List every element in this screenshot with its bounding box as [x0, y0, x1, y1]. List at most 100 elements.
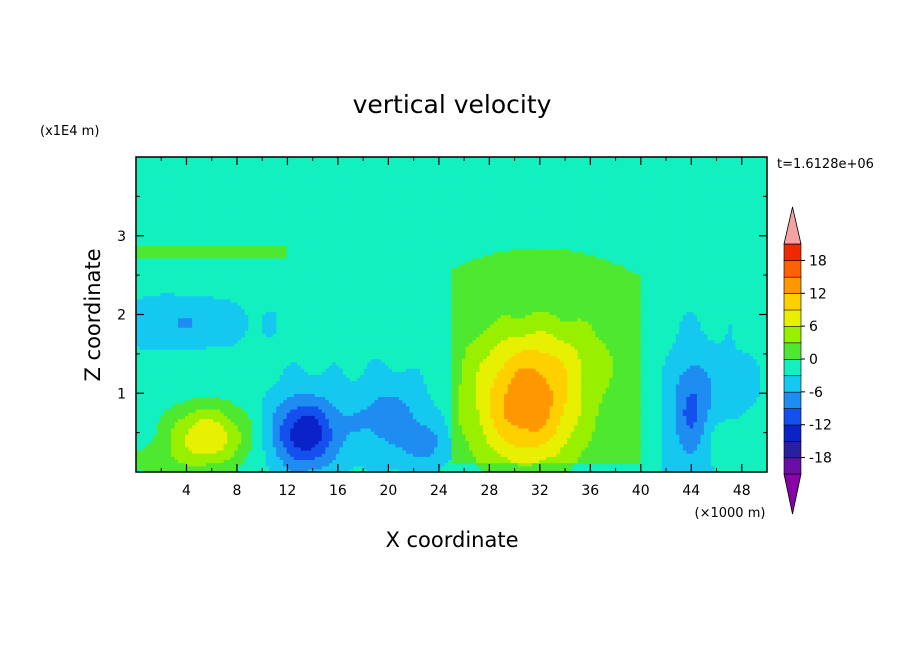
- contour-cell: [602, 415, 607, 420]
- contour-cell: [286, 402, 291, 407]
- contour-cell: [598, 427, 603, 432]
- contour-cell: [647, 449, 652, 454]
- contour-cell: [689, 405, 694, 410]
- contour-cell: [314, 390, 319, 394]
- contour-cell: [707, 440, 712, 445]
- contour-cell: [752, 437, 758, 442]
- contour-cell: [717, 462, 723, 467]
- contour-cell: [143, 396, 148, 401]
- contour-cell: [721, 446, 726, 451]
- contour-cell: [206, 462, 211, 467]
- contour-cell: [756, 440, 761, 445]
- contour-cell: [206, 437, 211, 442]
- contour-cell: [651, 402, 656, 407]
- contour-cell: [623, 402, 628, 407]
- contour-cell: [171, 402, 176, 407]
- contour-cell: [146, 415, 151, 420]
- contour-cell: [356, 459, 361, 464]
- contour-cell: [181, 399, 186, 404]
- contour-cell: [462, 465, 467, 470]
- contour-cell: [518, 459, 523, 464]
- contour-cell: [458, 462, 463, 467]
- contour-cell: [237, 383, 242, 388]
- contour-cell: [440, 415, 446, 420]
- contour-cell: [546, 421, 551, 426]
- contour-cell: [521, 456, 526, 460]
- contour-cell: [265, 390, 270, 394]
- contour-cell: [332, 396, 337, 401]
- contour-cell: [616, 402, 621, 407]
- contour-cell: [525, 421, 530, 426]
- contour-cell: [265, 399, 270, 404]
- contour-cell: [206, 468, 211, 472]
- contour-cell: [143, 409, 148, 413]
- contour-cell: [216, 386, 221, 391]
- contour-cell: [511, 424, 516, 429]
- contour-cell: [171, 427, 176, 432]
- contour-cell: [483, 446, 488, 451]
- contour-cell: [181, 446, 186, 451]
- contour-cell: [500, 437, 505, 442]
- contour-cell: [483, 456, 488, 460]
- contour-cell: [703, 449, 709, 454]
- contour-cell: [504, 434, 509, 438]
- contour-cell: [707, 437, 712, 442]
- contour-cell: [602, 405, 607, 410]
- contour-cell: [651, 449, 656, 454]
- contour-cell: [549, 443, 554, 448]
- contour-cell: [752, 434, 758, 438]
- contour-cell: [549, 456, 554, 460]
- contour-cell: [483, 468, 488, 472]
- contour-cell: [490, 415, 495, 420]
- contour-cell: [244, 437, 249, 442]
- contour-cell: [500, 434, 505, 438]
- contour-cell: [419, 449, 425, 454]
- contour-cell: [430, 446, 435, 451]
- contour-cell: [696, 431, 701, 435]
- contour-cell: [297, 415, 302, 420]
- contour-cell: [518, 415, 523, 420]
- contour-cell: [349, 421, 354, 426]
- contour-cell: [679, 409, 684, 413]
- contour-cell: [398, 468, 404, 472]
- contour-cell: [602, 383, 607, 388]
- contour-cell: [700, 446, 705, 451]
- contour-cell: [286, 405, 291, 410]
- contour-cell: [195, 462, 200, 467]
- contour-cell: [735, 390, 740, 394]
- contour-cell: [304, 453, 309, 457]
- contour-cell: [188, 431, 193, 435]
- contour-cell: [721, 402, 726, 407]
- contour-cell: [335, 396, 340, 401]
- contour-cell: [262, 390, 267, 394]
- contour-cell: [574, 402, 579, 407]
- contour-cell: [262, 434, 267, 438]
- contour-cell: [658, 390, 663, 394]
- contour-cell: [283, 396, 288, 401]
- contour-cell: [560, 390, 565, 394]
- contour-cell: [227, 393, 232, 397]
- contour-cell: [462, 421, 467, 426]
- contour-cell: [206, 412, 211, 416]
- contour-cell: [511, 434, 516, 438]
- contour-cell: [213, 459, 218, 464]
- contour-cell: [504, 427, 509, 432]
- contour-cell: [710, 402, 716, 407]
- contour-cell: [472, 434, 477, 438]
- contour-cell: [143, 446, 148, 451]
- contour-cell: [619, 412, 624, 416]
- contour-cell: [262, 424, 267, 429]
- contour-cell: [367, 386, 372, 391]
- contour-cell: [560, 386, 565, 391]
- contour-cell: [195, 465, 200, 470]
- contour-cell: [237, 418, 242, 423]
- contour-cell: [269, 453, 274, 457]
- contour-cell: [598, 390, 603, 394]
- contour-cell: [374, 440, 379, 445]
- contour-cell: [409, 409, 414, 413]
- contour-cell: [577, 453, 582, 457]
- contour-cell: [679, 399, 684, 404]
- contour-cell: [458, 427, 463, 432]
- contour-cell: [437, 396, 442, 401]
- contour-cell: [700, 402, 705, 407]
